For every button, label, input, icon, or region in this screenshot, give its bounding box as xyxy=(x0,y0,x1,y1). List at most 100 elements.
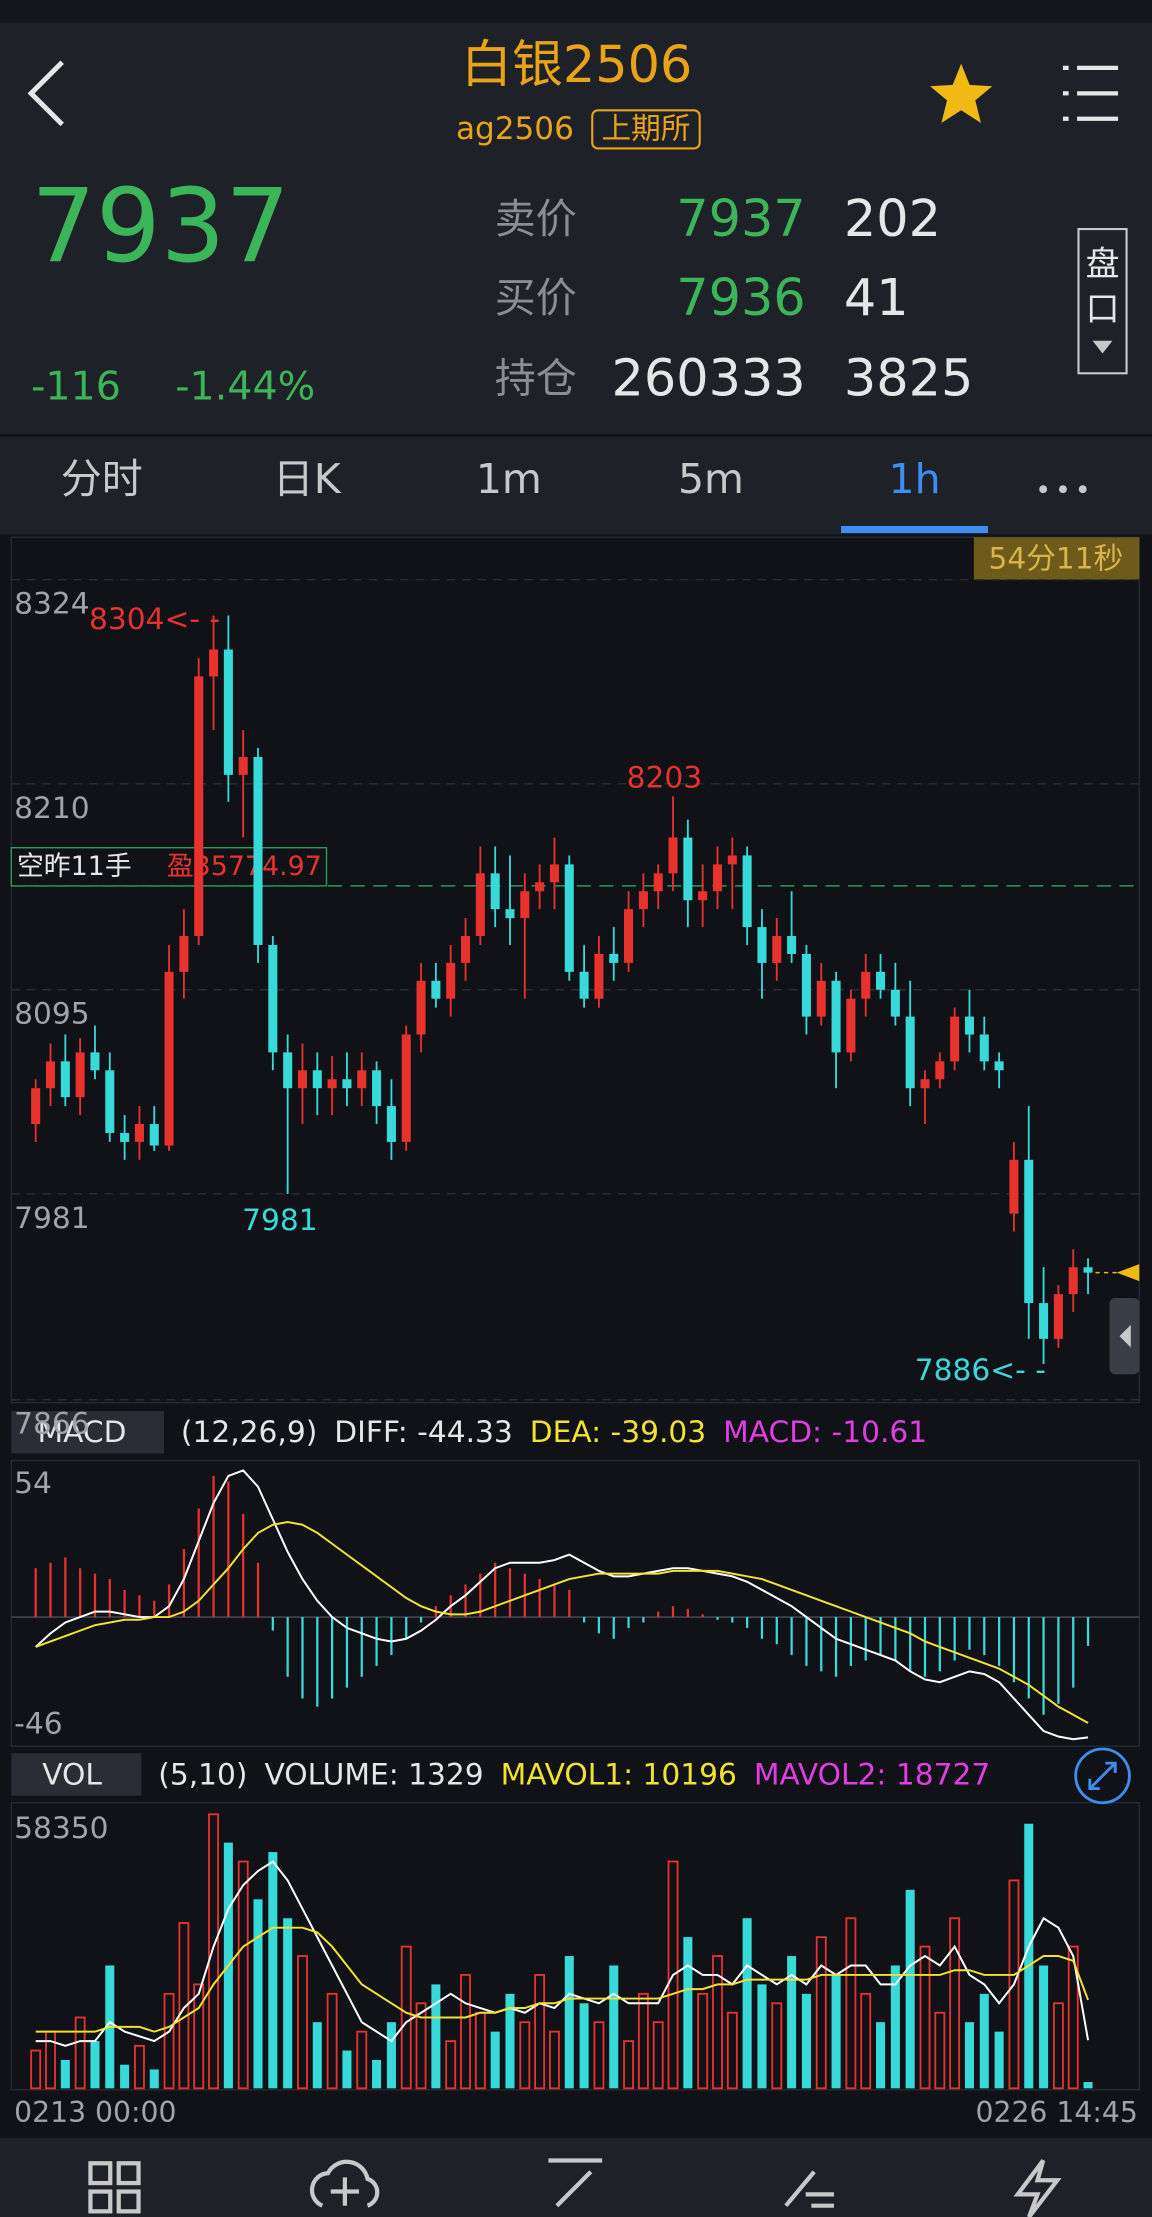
volume-panel xyxy=(10,1802,1140,2091)
candle-body xyxy=(238,756,248,775)
candle-body xyxy=(876,971,886,990)
volume-bar xyxy=(801,1993,811,2089)
title: 白银2506 xyxy=(461,36,692,95)
candle-body xyxy=(134,1124,144,1142)
last-price: 7937 xyxy=(31,168,290,286)
bottom-nav xyxy=(88,2158,1062,2217)
volume-bar xyxy=(342,2050,352,2089)
volume-bar xyxy=(815,1936,827,2090)
volume-bar xyxy=(1008,1879,1020,2090)
volume-bar xyxy=(905,1889,915,2089)
x-end-label: 0226 14:45 xyxy=(975,2096,1137,2129)
candle-body xyxy=(1039,1303,1049,1339)
volume-bar xyxy=(890,1965,900,2089)
volume-bar xyxy=(1039,1965,1049,2089)
candle-body xyxy=(757,927,767,963)
volume-bar xyxy=(74,2016,86,2090)
legend-entry: VOLUME: 1329 xyxy=(264,1756,483,1791)
tab[interactable]: 日K xyxy=(273,455,342,503)
candle-body xyxy=(90,1052,100,1071)
nav-edit[interactable] xyxy=(784,2170,834,2208)
volume-bar xyxy=(519,2021,531,2090)
countdown: 54分11秒 xyxy=(988,540,1123,575)
nav-cloud[interactable] xyxy=(309,2159,380,2208)
macd-name: MACD xyxy=(38,1414,127,1449)
menu-button[interactable] xyxy=(1062,65,1119,121)
tab[interactable]: 分时 xyxy=(61,455,143,503)
candle-body xyxy=(357,1070,367,1089)
tab[interactable]: 1m xyxy=(476,455,542,503)
more-tabs[interactable] xyxy=(1039,485,1087,494)
tab[interactable]: 5m xyxy=(678,455,744,503)
exchange-box xyxy=(591,109,701,150)
volume-bar xyxy=(505,1993,515,2089)
y-tick-label: -46 xyxy=(14,1705,62,1740)
volume-bar xyxy=(579,2003,589,2089)
countdown-box xyxy=(973,537,1140,580)
volume-bar xyxy=(133,2044,145,2090)
nav-layout[interactable] xyxy=(88,2161,141,2214)
volume-bar xyxy=(683,1937,693,2089)
candle-body xyxy=(149,1124,159,1146)
change: -116 xyxy=(31,363,121,409)
candle-body xyxy=(1053,1294,1063,1339)
y-tick-label: 54 xyxy=(14,1465,52,1500)
vol-button[interactable] xyxy=(11,1753,142,1796)
extreme-label: 7886<- - xyxy=(915,1352,1046,1387)
book-qty: 41 xyxy=(844,269,909,328)
y-tick-label: 58350 xyxy=(14,1810,108,1845)
candle-body xyxy=(460,936,471,963)
y-tick-label: 8210 xyxy=(14,790,90,825)
candle-body xyxy=(327,1079,337,1089)
volume-bar xyxy=(831,1974,841,2089)
y-tick-label: 7981 xyxy=(14,1200,90,1235)
vol-name: VOL xyxy=(42,1756,102,1791)
legend-entry: DEA: -39.03 xyxy=(530,1414,706,1449)
volume-bar xyxy=(742,1918,752,2089)
contract-code: ag2506 xyxy=(456,111,574,147)
nav-flash[interactable] xyxy=(1013,2159,1062,2217)
candle-body xyxy=(416,980,426,1035)
volume-bar xyxy=(208,1813,219,2090)
y-tick-label: 8324 xyxy=(14,586,90,621)
tab-indicator xyxy=(841,525,989,534)
expand-button[interactable] xyxy=(1074,1747,1131,1805)
candle-body xyxy=(801,953,811,1017)
scroll-arrow xyxy=(1119,1324,1131,1348)
volume-bar xyxy=(876,2022,886,2089)
book-label: 卖价 xyxy=(495,195,577,243)
depth-button-arrow xyxy=(1092,340,1113,354)
volume-bar xyxy=(771,2002,783,2090)
volume-bar xyxy=(386,2022,396,2089)
candle-body xyxy=(105,1070,115,1133)
extreme-label: 8203 xyxy=(627,760,703,795)
indicator-line xyxy=(35,1469,1089,1741)
candle-body xyxy=(653,873,663,892)
volume-bar xyxy=(356,2030,368,2090)
nav-draw[interactable] xyxy=(548,2158,603,2208)
candle-body xyxy=(475,873,485,937)
y-tick-label: 8095 xyxy=(14,996,90,1031)
candle-body xyxy=(164,971,174,1146)
favorite-star[interactable] xyxy=(930,63,993,124)
candle-body xyxy=(979,1034,989,1062)
volume-bar xyxy=(474,2011,486,2090)
volume-bar xyxy=(163,1992,175,2090)
candle-body xyxy=(905,1016,915,1089)
candle-body xyxy=(1009,1159,1019,1214)
depth-button[interactable] xyxy=(1077,227,1128,375)
volume-bar xyxy=(1067,1945,1079,2090)
volume-bar xyxy=(726,2011,738,2090)
volume-bar xyxy=(178,1922,190,2090)
back-button[interactable] xyxy=(27,60,64,127)
macd-button[interactable] xyxy=(11,1411,164,1454)
volume-bar xyxy=(637,1992,649,2090)
candle-body xyxy=(446,962,456,999)
tab[interactable]: 1h xyxy=(889,455,941,503)
candle-body xyxy=(549,864,559,883)
candle-body xyxy=(816,980,826,1017)
candle-body xyxy=(683,837,693,901)
extreme-label: 7981 xyxy=(242,1202,318,1237)
volume-bar xyxy=(593,2021,605,2090)
